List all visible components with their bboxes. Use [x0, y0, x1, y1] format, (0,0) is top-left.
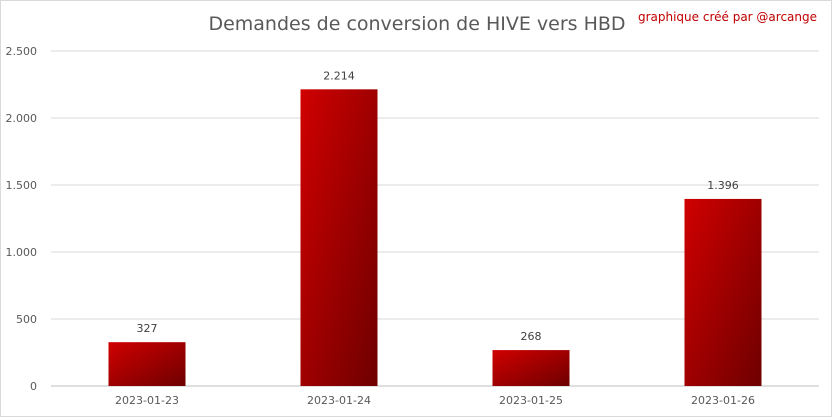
bar	[684, 198, 762, 386]
x-tick-label: 2023-01-24	[307, 394, 371, 407]
labels: 0 500 1.000 1.500 2.000 2.500 327 2023-01-23 2.2…	[6, 45, 755, 407]
x-tick-label: 2023-01-25	[499, 394, 563, 407]
chart-credit: graphique créé par @arcange	[637, 10, 817, 24]
y-tick-label: 1.000	[6, 246, 38, 259]
y-tick-label: 500	[16, 313, 37, 326]
y-tick-label: 2.500	[6, 45, 38, 58]
y-tick-label: 2.000	[6, 112, 38, 125]
chart-title: Demandes de conversion de HIVE vers HBD	[208, 13, 626, 35]
bar	[492, 350, 570, 386]
bar	[108, 342, 186, 386]
data-label: 1.396	[707, 179, 739, 192]
y-tick-label: 0	[30, 380, 37, 393]
y-tick-label: 1.500	[6, 179, 38, 192]
bar	[300, 89, 378, 386]
bars	[108, 89, 762, 386]
x-tick-label: 2023-01-26	[691, 394, 755, 407]
data-label: 2.214	[323, 69, 355, 82]
data-label: 268	[521, 330, 542, 343]
data-label: 327	[137, 322, 158, 335]
x-tick-label: 2023-01-23	[115, 394, 179, 407]
